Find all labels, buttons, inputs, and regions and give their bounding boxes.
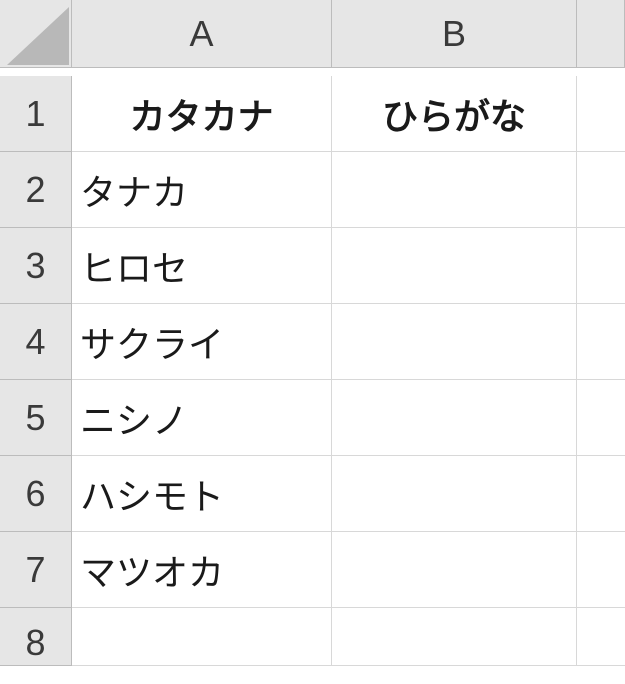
row-header-1[interactable]: 1: [0, 76, 72, 152]
row-header-6[interactable]: 6: [0, 456, 72, 532]
cell-c4[interactable]: [577, 304, 625, 380]
cell-a3[interactable]: ヒロセ: [72, 228, 332, 304]
spreadsheet-grid: A B 1 カタカナ ひらがな 2 タナカ 3 ヒロセ 4 サクライ 5 ニシノ…: [0, 0, 625, 684]
col-header-tail: [577, 0, 625, 68]
cell-a5[interactable]: ニシノ: [72, 380, 332, 456]
cell-b3[interactable]: [332, 228, 577, 304]
select-all-corner[interactable]: [0, 0, 72, 68]
cell-b6[interactable]: [332, 456, 577, 532]
row-header-5[interactable]: 5: [0, 380, 72, 456]
cell-c7[interactable]: [577, 532, 625, 608]
row-header-2[interactable]: 2: [0, 152, 72, 228]
cell-c6[interactable]: [577, 456, 625, 532]
row-header-3[interactable]: 3: [0, 228, 72, 304]
cell-c1[interactable]: [577, 76, 625, 152]
cell-c5[interactable]: [577, 380, 625, 456]
cell-a7[interactable]: マツオカ: [72, 532, 332, 608]
row-header-8[interactable]: 8: [0, 608, 72, 666]
cell-c2[interactable]: [577, 152, 625, 228]
cell-c8[interactable]: [577, 608, 625, 666]
cell-c3[interactable]: [577, 228, 625, 304]
col-header-a[interactable]: A: [72, 0, 332, 68]
cell-a4[interactable]: サクライ: [72, 304, 332, 380]
cell-b1[interactable]: ひらがな: [332, 76, 577, 152]
cell-a6[interactable]: ハシモト: [72, 456, 332, 532]
cell-a1[interactable]: カタカナ: [72, 76, 332, 152]
row-header-7[interactable]: 7: [0, 532, 72, 608]
cell-b8[interactable]: [332, 608, 577, 666]
cell-b7[interactable]: [332, 532, 577, 608]
row-header-4[interactable]: 4: [0, 304, 72, 380]
cell-a2[interactable]: タナカ: [72, 152, 332, 228]
cell-b4[interactable]: [332, 304, 577, 380]
cell-b2[interactable]: [332, 152, 577, 228]
cell-b5[interactable]: [332, 380, 577, 456]
col-header-b[interactable]: B: [332, 0, 577, 68]
cell-a8[interactable]: [72, 608, 332, 666]
